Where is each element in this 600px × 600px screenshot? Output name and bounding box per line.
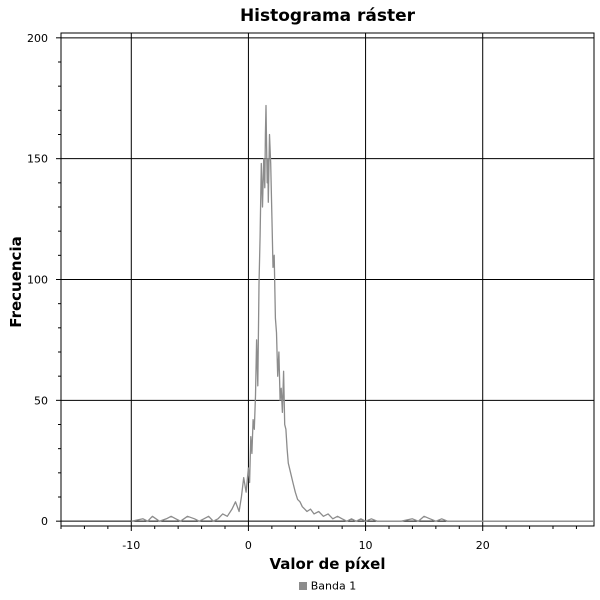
x-axis-label: Valor de píxel xyxy=(269,555,386,573)
y-tick-label: 100 xyxy=(27,274,48,287)
y-axis-label: Frecuencia xyxy=(7,236,25,328)
x-tick-label: -10 xyxy=(122,539,140,552)
series-line-banda-1 xyxy=(131,104,594,522)
legend-label-banda-1: Banda 1 xyxy=(310,579,357,593)
y-tick-label: 0 xyxy=(41,515,48,528)
y-tick-label: 50 xyxy=(34,394,48,407)
x-tick-label: 20 xyxy=(476,539,490,552)
x-tick-label: 0 xyxy=(245,539,252,552)
chart-title: Histograma ráster xyxy=(239,6,416,26)
y-tick-label: 150 xyxy=(27,153,48,166)
legend-swatch xyxy=(298,582,307,590)
legend: Banda 1 xyxy=(0,579,600,593)
y-tick-label: 200 xyxy=(27,32,48,45)
minor-ticks xyxy=(58,61,577,529)
x-tick-label: 10 xyxy=(359,539,373,552)
series-layer xyxy=(131,104,594,522)
